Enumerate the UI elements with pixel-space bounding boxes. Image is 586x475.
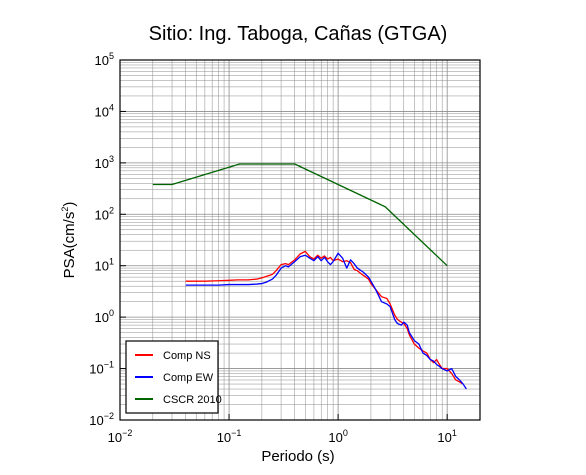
x-tick-label: 101 (437, 428, 456, 445)
y-tick-label: 105 (95, 51, 114, 68)
y-axis-label-close: ) (61, 202, 78, 207)
series-line-2 (185, 252, 467, 390)
series-layer (152, 163, 467, 390)
x-tick-label: 10−1 (217, 428, 242, 445)
x-tick-label: 10−2 (108, 428, 133, 445)
y-axis-label: PSA(cm/s2) (60, 202, 78, 279)
legend: Comp NS Comp EW CSCR 2010 (125, 340, 222, 414)
y-axis-label-base: PSA(cm/s (61, 212, 78, 279)
chart-title: Sitio: Ing. Taboga, Cañas (GTGA) (149, 23, 448, 45)
x-axis-label: Periodo (s) (261, 448, 334, 465)
x-tick-label: 100 (328, 428, 347, 445)
series-line-1 (185, 250, 464, 385)
series-line-3 (152, 163, 448, 267)
y-axis-label-exp: 2 (60, 207, 70, 212)
y-tick-label: 10−1 (89, 360, 114, 377)
y-tick-label: 101 (95, 257, 114, 274)
legend-label: Comp EW (163, 372, 214, 384)
y-tick-label: 10−2 (89, 411, 114, 428)
y-tick-label: 103 (95, 154, 114, 171)
y-tick-label: 104 (95, 102, 114, 119)
grid (119, 59, 481, 421)
y-tick-label: 102 (95, 205, 114, 222)
legend-label: CSCR 2010 (163, 394, 222, 406)
plot-frame (119, 59, 481, 421)
tick-labels: 10−2 10−1 100 101 10−2 10−1 100 101 102 103 104 105 (89, 51, 457, 445)
y-tick-label: 100 (95, 308, 114, 325)
legend-label: Comp NS (163, 350, 211, 362)
